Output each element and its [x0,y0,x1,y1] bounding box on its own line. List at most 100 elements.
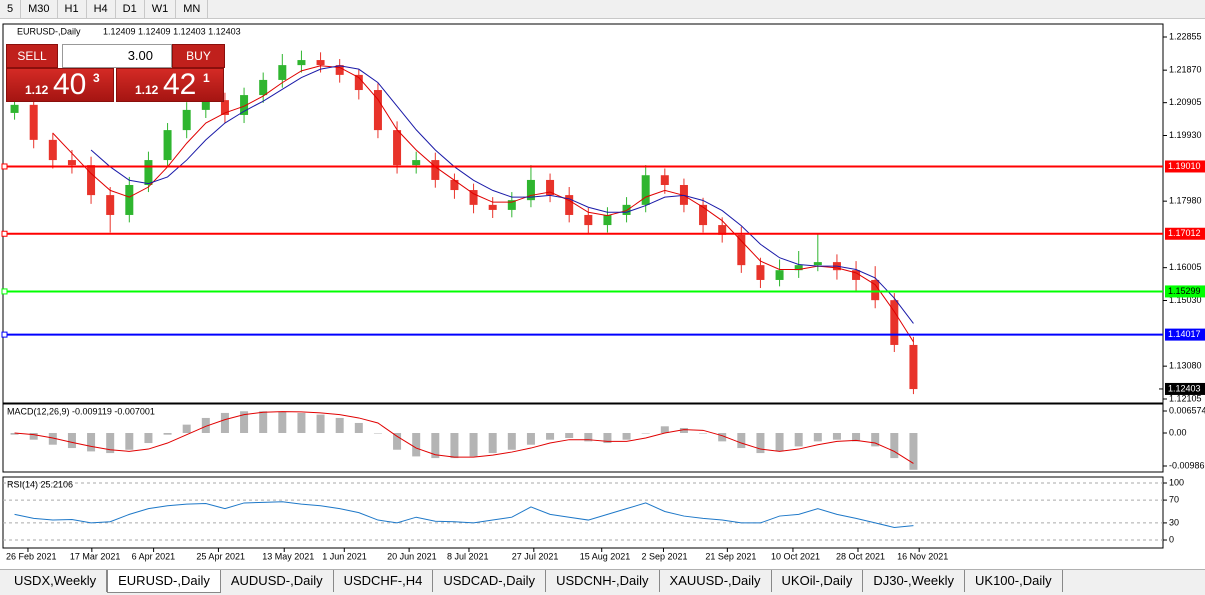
chart-tab[interactable]: USDX,Weekly [4,570,108,592]
histogram-bar [469,432,478,457]
y-tick-label: 1.22855 [1169,31,1202,41]
candle-body [48,139,57,161]
x-tick-label: 2 Sep 2021 [641,551,687,561]
chart-tab[interactable]: USDCAD-,Daily [433,570,547,592]
x-tick-label: 27 Jul 2021 [512,551,559,561]
sell-button[interactable]: SELL [6,44,58,68]
sell-price[interactable]: 1.12 40 3 [6,68,114,102]
chart-tab[interactable]: EURUSD-,Daily [107,570,221,593]
current-price-label: 1.12403 [1168,383,1201,393]
level-label-box [1165,328,1205,341]
histogram-bar [871,432,880,447]
candle-body [909,344,918,390]
histogram-bar [603,432,612,444]
timeframe-button[interactable]: D1 [116,0,145,18]
x-tick-label: 16 Nov 2021 [897,551,948,561]
price-big: 40 [53,68,87,101]
level-handle [1,163,8,170]
histogram-bar [163,432,172,435]
price-small: 1 [203,71,210,85]
trade-panel: SELL 3.00 BUY 1.12 40 3 1.12 42 1 [6,44,225,102]
moving-average [90,65,914,324]
chart-tab[interactable]: AUDUSD-,Daily [221,570,334,592]
level-label: 1.15299 [1168,286,1201,296]
price-small: 3 [93,71,100,85]
price-prefix: 1.12 [25,83,49,97]
buy-price[interactable]: 1.12 42 1 [116,68,224,102]
candle-body [794,265,803,271]
pane-frame [2,403,1164,473]
y-tick-label: 100 [1169,477,1184,487]
y-tick-label: 1.16005 [1169,262,1202,272]
y-tick-label: 30 [1169,517,1179,527]
histogram-bar [240,411,249,433]
timeframe-button[interactable]: H4 [87,0,116,18]
timeframe-button[interactable]: M30 [21,0,58,18]
timeframe-button[interactable]: W1 [145,0,177,18]
timeframe-button[interactable]: 5 [0,0,22,18]
candle-body [10,104,19,113]
histogram-bar [718,432,727,442]
candle-body [87,165,96,196]
level-label-box [1165,227,1205,240]
level-handle [1,331,8,338]
level-label: 1.19010 [1168,161,1201,171]
candle-body [125,184,134,215]
candle-body [546,179,555,196]
chart-tab[interactable]: XAUUSD-,Daily [660,570,772,592]
chart-tab[interactable]: UKOil-,Daily [772,570,864,592]
candle-body [718,225,727,235]
chart-tab[interactable]: UK100-,Daily [965,570,1063,592]
histogram-bar [660,426,669,433]
candle-body [852,270,861,280]
histogram-bar [220,412,229,433]
candle-body [393,130,402,166]
candle-body [469,190,478,205]
histogram-bar [641,432,650,434]
candle-body [144,160,153,185]
histogram-bar [737,432,746,449]
buy-button[interactable]: BUY [172,44,225,68]
pane-frame [2,23,1164,404]
signal-line [14,411,914,464]
histogram-bar [67,432,76,449]
x-tick-label: 6 Apr 2021 [132,551,176,561]
candle-body [603,214,612,226]
histogram-bar [526,432,535,445]
ohlc-text: 1.12409 1.12409 1.12403 1.12403 [103,26,241,36]
timeframe-button[interactable]: MN [176,0,209,18]
pane-frame [2,476,1164,549]
histogram-bar [775,432,784,452]
candle-body [354,74,363,91]
timeframe-button[interactable]: H1 [58,0,87,18]
level-label-box [1165,160,1205,173]
histogram-bar [546,432,555,440]
candle-body [775,270,784,280]
histogram-bar [813,432,822,442]
chart-tab[interactable]: USDCNH-,Daily [546,570,660,592]
y-tick-label: 1.12105 [1169,393,1202,403]
chart-tab[interactable]: DJ30-,Weekly [863,570,966,592]
histogram-bar [316,414,325,433]
histogram-bar [393,432,402,450]
histogram-bar [106,432,115,454]
histogram-bar [507,432,516,450]
histogram-bar [756,432,765,454]
chart-tab[interactable]: USDCHF-,H4 [334,570,434,592]
histogram-bar [679,427,688,433]
histogram-bar [297,412,306,433]
lot-input[interactable]: 3.00 [62,44,172,68]
histogram-bar [354,422,363,433]
histogram-bar [182,424,191,433]
candle-body [297,60,306,66]
level-handle [1,288,8,295]
candle-body [182,109,191,131]
histogram-bar [794,432,803,447]
y-tick-label: 70 [1169,494,1179,504]
histogram-bar [29,432,38,440]
candle-body [641,175,650,205]
chart-tabs: USDX,Weekly EURUSD-,Daily AUDUSD-,Daily USD… [0,569,1205,595]
moving-average [52,65,914,343]
x-tick-label: 1 Jun 2021 [322,551,367,561]
